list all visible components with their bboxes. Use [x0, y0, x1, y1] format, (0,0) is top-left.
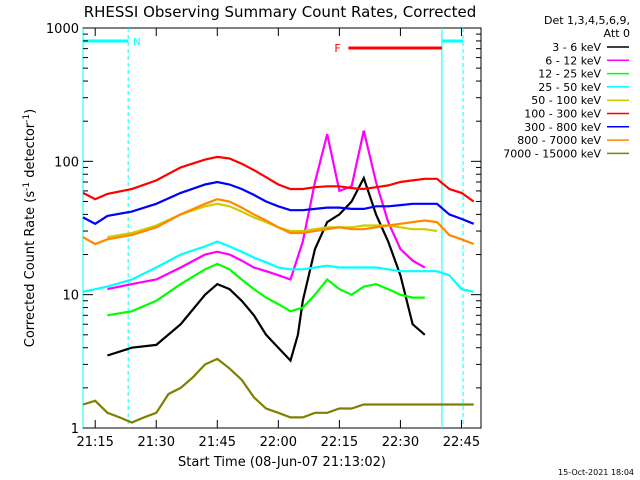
legend-label-3: 25 - 50 keV — [538, 81, 601, 94]
y-axis-label-mid: detector — [23, 122, 38, 182]
legend-header-line1: Det 1,3,4,5,6,9, — [544, 14, 630, 27]
y-tick-label-2: 100 — [54, 155, 79, 170]
x-tick-label-4: 22:15 — [321, 435, 358, 450]
series-line-8 — [82, 357, 474, 424]
y-axis-label-main: Corrected Count Rate (s — [23, 191, 38, 348]
series-line-3 — [82, 240, 474, 293]
generated-timestamp: 15-Oct-2021 18:04 — [558, 468, 634, 477]
series-line-6 — [82, 180, 475, 226]
x-tick-label-6: 22:45 — [443, 435, 480, 450]
x-tick-label-1: 21:30 — [138, 435, 175, 450]
series-line-0 — [107, 175, 426, 363]
legend-header-line2: Att 0 — [604, 27, 630, 40]
legend-label-6: 300 - 800 keV — [524, 121, 601, 134]
y-tick-label-3: 1000 — [46, 22, 79, 37]
legend-label-2: 12 - 25 keV — [538, 68, 601, 81]
y-tick-label-0: 1 — [71, 422, 79, 437]
x-axis-label: Start Time (08-Jun-07 21:13:02) — [178, 455, 386, 470]
flare-marker: F — [334, 42, 442, 55]
series-layer — [82, 130, 475, 424]
x-tick-label-2: 21:45 — [199, 435, 236, 450]
y-axis-label-end: ) — [23, 109, 38, 114]
chart-title: RHESSI Observing Summary Count Rates, Co… — [84, 3, 477, 21]
x-axis: 21:15 21:30 21:45 22:00 22:15 22:30 22:45 — [76, 28, 480, 450]
legend-label-5: 100 - 300 keV — [524, 108, 601, 121]
series-line-1 — [107, 130, 426, 291]
series-line-5 — [82, 155, 475, 203]
x-tick-label-0: 21:15 — [76, 435, 113, 450]
series-line-2 — [107, 262, 425, 317]
y-axis: 1 10 100 1000 — [46, 22, 481, 437]
y-axis-label-sup2: -1 — [22, 114, 32, 123]
y-axis-label-sup1: -1 — [22, 182, 32, 191]
night-label: N — [133, 37, 140, 48]
legend-label-7: 800 - 7000 keV — [517, 134, 601, 147]
x-tick-label-5: 22:30 — [382, 435, 419, 450]
series-line-7 — [82, 198, 475, 246]
legend-label-1: 6 - 12 keV — [545, 54, 601, 67]
y-axis-label: Corrected Count Rate (s-1 detector-1) — [22, 109, 38, 347]
legend-label-0: 3 - 6 keV — [552, 41, 601, 54]
y-tick-label-1: 10 — [62, 289, 79, 304]
legend-label-8: 7000 - 15000 keV — [503, 147, 601, 160]
x-tick-label-3: 22:00 — [260, 435, 297, 450]
flare-label: F — [334, 42, 340, 55]
legend-label-4: 50 - 100 keV — [531, 94, 601, 107]
